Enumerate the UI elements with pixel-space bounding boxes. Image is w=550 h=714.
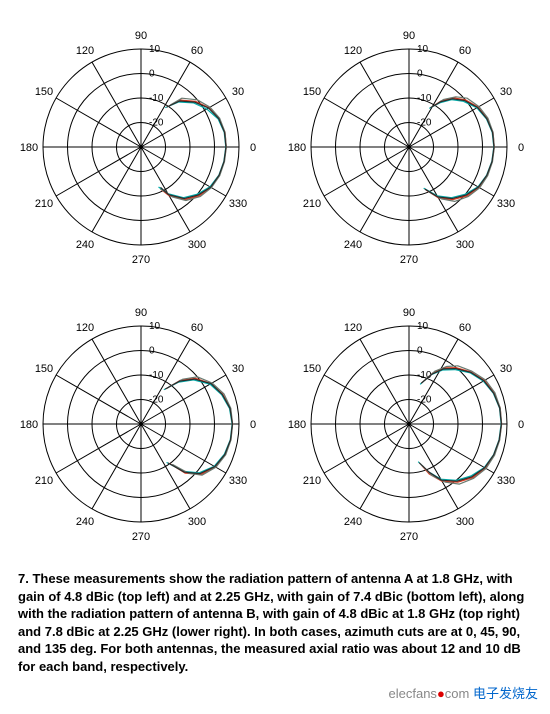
svg-text:60: 60 [459, 45, 471, 57]
svg-text:30: 30 [232, 363, 244, 375]
svg-text:210: 210 [35, 475, 53, 487]
svg-text:10: 10 [417, 44, 429, 55]
svg-text:0: 0 [250, 419, 256, 431]
svg-text:-10: -10 [149, 93, 164, 104]
svg-text:10: 10 [149, 321, 161, 332]
svg-text:150: 150 [35, 363, 53, 375]
svg-text:0: 0 [149, 69, 155, 80]
svg-text:240: 240 [76, 516, 94, 528]
svg-text:270: 270 [400, 531, 418, 543]
footer-logo-dot-icon: ● [437, 686, 445, 701]
svg-text:-20: -20 [149, 118, 164, 129]
svg-text:90: 90 [135, 30, 147, 42]
svg-text:180: 180 [20, 142, 38, 154]
polar-bottom-left: 0 30 60 90 120 150 180 210 240 270 300 330 10 0 -10 -20 [15, 289, 267, 556]
svg-text:150: 150 [303, 363, 321, 375]
svg-text:300: 300 [456, 239, 474, 251]
svg-text:270: 270 [132, 254, 150, 266]
svg-text:120: 120 [344, 322, 362, 334]
svg-text:120: 120 [76, 322, 94, 334]
svg-text:180: 180 [288, 419, 306, 431]
svg-text:-20: -20 [417, 118, 432, 129]
svg-text:330: 330 [497, 198, 515, 210]
svg-text:60: 60 [459, 322, 471, 334]
svg-text:240: 240 [344, 239, 362, 251]
svg-text:270: 270 [400, 254, 418, 266]
figure-caption: 7. These measurements show the radiation… [12, 570, 538, 675]
svg-text:300: 300 [188, 516, 206, 528]
footer-logo-cn: 电子发烧友 [473, 686, 538, 701]
footer-logo: elecfans●com 电子发烧友 [12, 683, 538, 702]
svg-text:180: 180 [20, 419, 38, 431]
svg-text:240: 240 [76, 239, 94, 251]
svg-text:240: 240 [344, 516, 362, 528]
svg-text:30: 30 [500, 363, 512, 375]
svg-text:90: 90 [403, 307, 415, 319]
svg-text:90: 90 [135, 307, 147, 319]
svg-text:180: 180 [288, 142, 306, 154]
svg-text:150: 150 [35, 86, 53, 98]
svg-text:60: 60 [191, 45, 203, 57]
polar-top-right: 0 30 60 90 120 150 180 210 240 270 300 330 10 0 -10 -20 [283, 12, 535, 279]
svg-text:0: 0 [250, 142, 256, 154]
svg-text:300: 300 [456, 516, 474, 528]
polar-grid: 0306090120150180210240270300330100-10-20… [12, 12, 538, 556]
polar-bottom-right: 0306090120150180210240270300330100-10-20 [283, 289, 535, 556]
svg-text:10: 10 [417, 321, 429, 332]
svg-text:90: 90 [403, 30, 415, 42]
footer-logo-text: elecfans [389, 686, 437, 701]
svg-text:0: 0 [149, 346, 155, 357]
svg-text:-10: -10 [149, 370, 164, 381]
svg-text:30: 30 [500, 86, 512, 98]
svg-text:300: 300 [188, 239, 206, 251]
svg-text:0: 0 [417, 69, 423, 80]
svg-text:10: 10 [149, 44, 161, 55]
svg-text:30: 30 [232, 86, 244, 98]
svg-text:120: 120 [344, 45, 362, 57]
svg-text:210: 210 [35, 198, 53, 210]
svg-text:210: 210 [303, 198, 321, 210]
svg-text:-20: -20 [149, 395, 164, 406]
svg-text:-20: -20 [417, 395, 432, 406]
svg-text:0: 0 [518, 142, 524, 154]
svg-text:270: 270 [132, 531, 150, 543]
svg-text:60: 60 [191, 322, 203, 334]
svg-text:330: 330 [497, 475, 515, 487]
svg-text:330: 330 [229, 198, 247, 210]
svg-text:-10: -10 [417, 93, 432, 104]
svg-text:120: 120 [76, 45, 94, 57]
svg-text:0: 0 [417, 346, 423, 357]
svg-text:210: 210 [303, 475, 321, 487]
polar-top-left: 0 30 60 90 120 150 180 210 240 270 300 330 10 0 -10 -20 [15, 12, 267, 279]
svg-text:0: 0 [518, 419, 524, 431]
footer-logo-domain: com [445, 686, 470, 701]
svg-text:330: 330 [229, 475, 247, 487]
svg-text:150: 150 [303, 86, 321, 98]
